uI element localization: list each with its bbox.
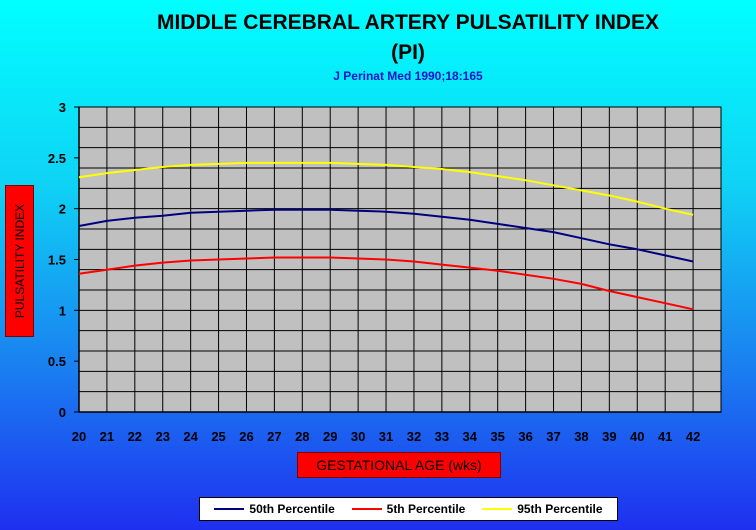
x-tick-label: 21	[100, 429, 114, 444]
x-tick-label: 33	[435, 429, 449, 444]
x-tick-label: 41	[658, 429, 672, 444]
x-tick-label: 42	[686, 429, 700, 444]
y-axis-label-box: PULSATILITY INDEX	[5, 185, 34, 337]
chart-subtitle: J Perinat Med 1990;18:165	[333, 69, 483, 83]
x-tick-label: 22	[128, 429, 142, 444]
y-tick-label: 2	[59, 202, 66, 217]
y-tick-label: 3	[59, 100, 66, 115]
x-tick-label: 20	[72, 429, 86, 444]
chart-title: MIDDLE CEREBRAL ARTERY PULSATILITY INDEX	[156, 11, 660, 34]
x-tick-label: 27	[267, 429, 281, 444]
x-axis-label: GESTATIONAL AGE (wks)	[297, 452, 501, 478]
x-tick-label: 24	[183, 429, 198, 444]
x-tick-label: 28	[295, 429, 309, 444]
legend-swatch	[351, 508, 382, 510]
x-tick-label: 40	[630, 429, 644, 444]
y-tick-label: 2.5	[48, 151, 66, 166]
legend-item: 50th Percentile	[214, 502, 335, 516]
y-tick-label: 1.5	[48, 253, 66, 268]
legend-item: 95th Percentile	[482, 502, 603, 516]
legend-label: 50th Percentile	[249, 502, 335, 516]
x-tick-label: 39	[602, 429, 616, 444]
x-tick-label: 34	[463, 429, 478, 444]
x-tick-label: 26	[239, 429, 253, 444]
series-line-50th	[78, 208, 694, 263]
chart-title-line2: (PI)	[391, 41, 425, 64]
x-tick-label: 36	[518, 429, 532, 444]
x-tick-label: 38	[574, 429, 588, 444]
legend-swatch	[482, 508, 513, 510]
y-tick-label: 1	[59, 303, 66, 318]
legend: 50th Percentile 5th Percentile 95th Perc…	[199, 497, 618, 521]
y-tick-label: 0.5	[48, 354, 66, 369]
legend-item: 5th Percentile	[351, 502, 466, 516]
legend-label: 5th Percentile	[386, 502, 466, 516]
series-line-5th	[78, 256, 694, 311]
legend-swatch	[214, 508, 245, 510]
x-tick-label: 30	[351, 429, 365, 444]
y-axis-label: PULSATILITY INDEX	[12, 203, 27, 319]
y-tick-label: 0	[59, 405, 66, 420]
x-tick-label: 35	[490, 429, 504, 444]
x-tick-label: 29	[323, 429, 337, 444]
x-tick-label: 32	[407, 429, 421, 444]
x-tick-label: 31	[379, 429, 393, 444]
series-line-95th	[78, 161, 694, 216]
legend-label: 95th Percentile	[517, 502, 603, 516]
x-tick-label: 23	[156, 429, 170, 444]
x-tick-label: 25	[211, 429, 225, 444]
x-tick-label: 37	[546, 429, 560, 444]
